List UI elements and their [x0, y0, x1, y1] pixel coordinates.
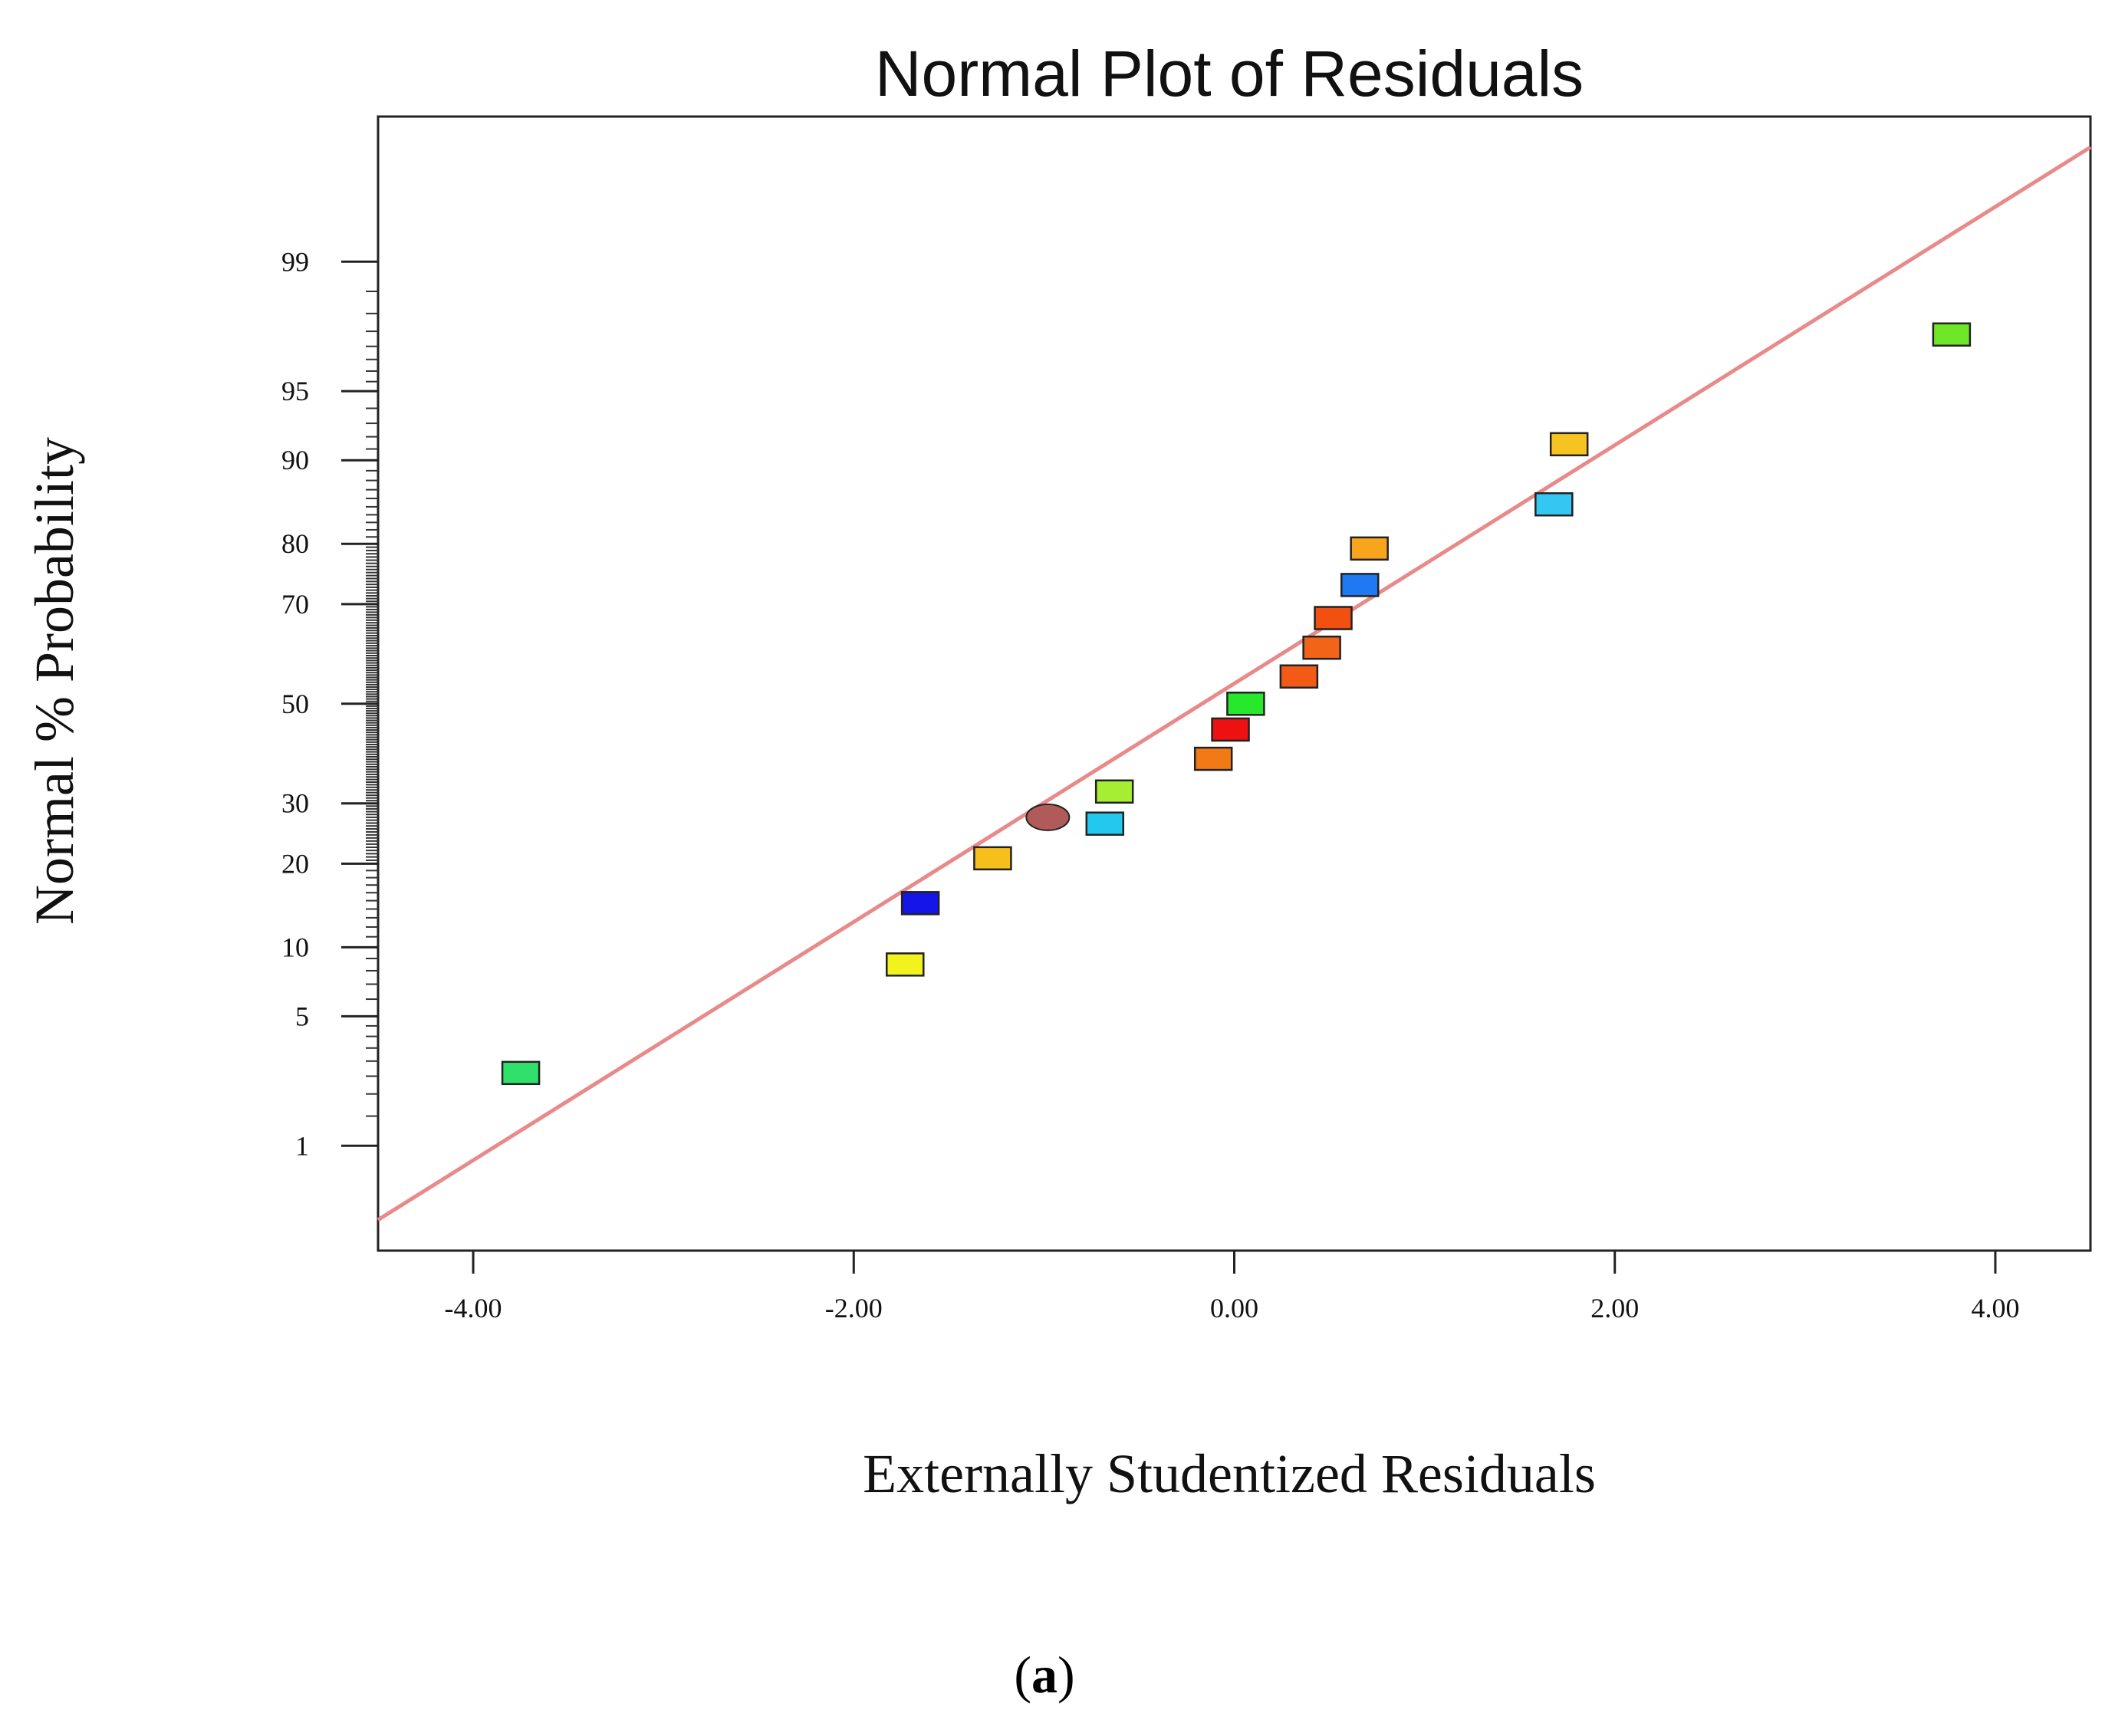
data-point — [900, 891, 940, 916]
data-point — [1302, 635, 1341, 660]
data-point — [1314, 606, 1353, 630]
y-tick-label: 5 — [295, 1001, 309, 1031]
y-axis-label: Normal % Probability — [24, 437, 85, 925]
data-point — [1094, 779, 1134, 804]
data-point — [1932, 322, 1972, 347]
data-point — [886, 952, 925, 977]
y-tick-label: 50 — [281, 689, 309, 719]
x-tick-label: 0.00 — [1210, 1293, 1258, 1323]
caption-open-paren: ( — [1014, 1646, 1031, 1704]
data-points — [501, 322, 1972, 1086]
reference-line — [377, 145, 2092, 1222]
x-tick-label: 2.00 — [1590, 1293, 1639, 1323]
data-point — [1226, 692, 1265, 716]
y-tick-label: 99 — [281, 246, 309, 277]
y-minor-ticks — [366, 291, 378, 1117]
data-point — [1534, 492, 1574, 517]
x-axis-label: Externally Studentized Residuals — [863, 1443, 1596, 1504]
x-tick-label: 4.00 — [1971, 1293, 2019, 1323]
data-point — [1279, 664, 1319, 689]
data-point — [1211, 717, 1250, 742]
y-tick-label: 10 — [281, 932, 309, 962]
data-point — [1085, 811, 1125, 836]
x-tick-label: -4.00 — [445, 1293, 502, 1323]
chart-title: Normal Plot of Residuals — [875, 38, 1584, 110]
y-tick-label: 80 — [281, 528, 309, 559]
x-tick-label: -2.00 — [825, 1293, 883, 1323]
data-point — [973, 846, 1012, 871]
y-tick-label: 70 — [281, 589, 309, 620]
figure-caption: (a) — [1014, 1646, 1074, 1704]
x-axis-ticks: -4.00 -2.00 0.00 2.00 4.00 — [445, 1251, 2019, 1323]
y-tick-label: 20 — [281, 848, 309, 879]
data-point — [1025, 803, 1071, 831]
data-point — [1340, 573, 1380, 597]
data-point — [1350, 536, 1389, 561]
data-point — [1549, 432, 1589, 457]
y-tick-label: 30 — [281, 788, 309, 819]
y-axis-ticks: 1 5 10 20 30 50 70 80 90 95 99 — [281, 246, 378, 1161]
caption-letter: a — [1031, 1646, 1058, 1704]
y-tick-label: 90 — [281, 445, 309, 475]
caption-close-paren: ) — [1058, 1646, 1075, 1704]
data-point — [501, 1060, 541, 1086]
data-point — [1193, 746, 1233, 771]
y-tick-label: 95 — [281, 376, 309, 406]
y-tick-label: 1 — [295, 1130, 309, 1161]
